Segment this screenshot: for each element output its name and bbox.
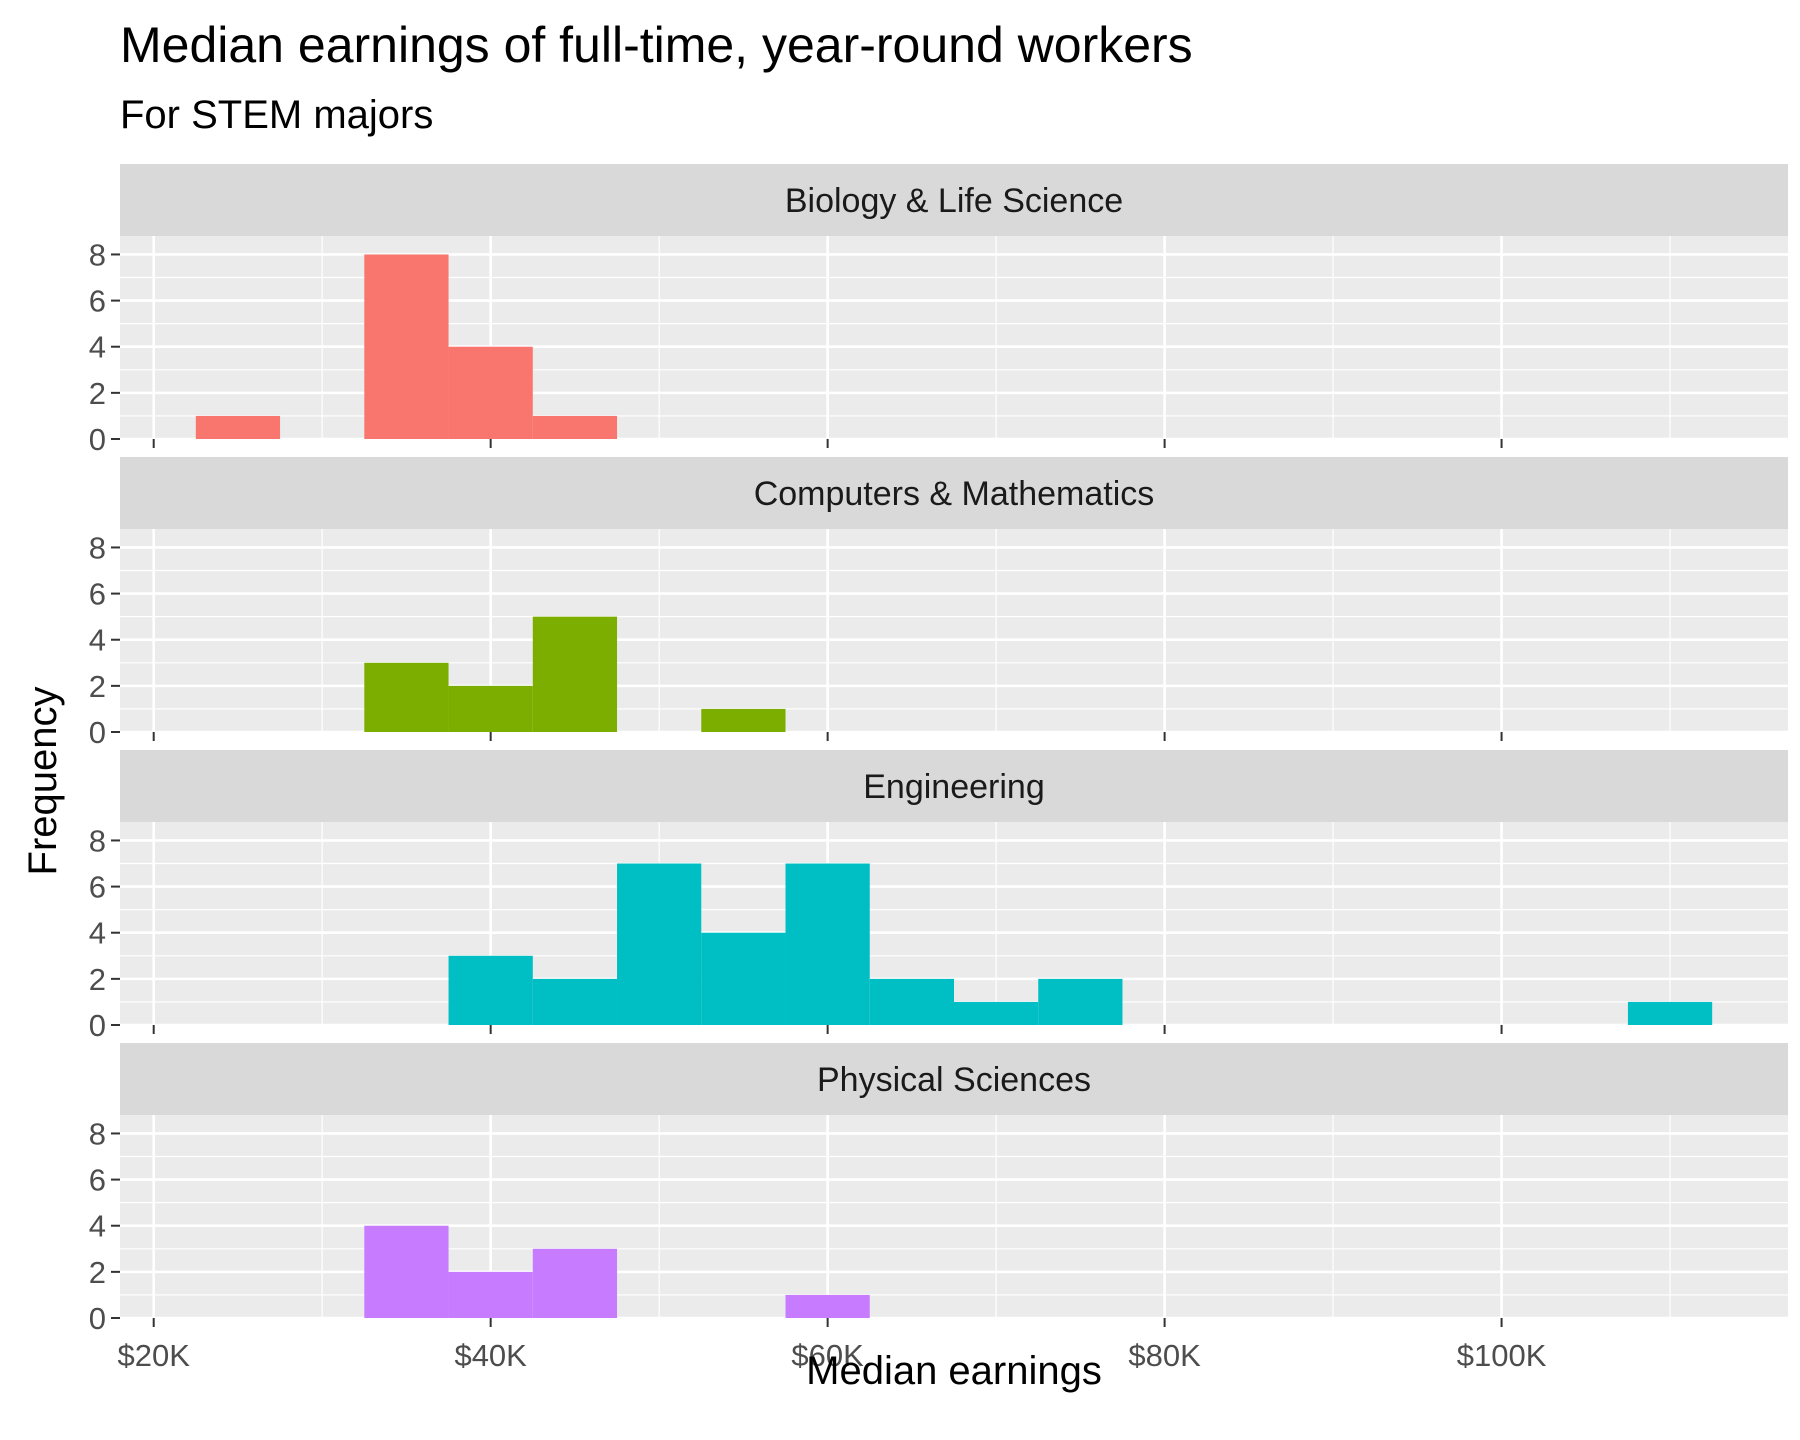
histogram-bar-physical-sciences [448, 1271, 533, 1318]
chart-subtitle: For STEM majors [120, 93, 434, 137]
histogram-bar-biology-and-life-science [364, 254, 449, 439]
histogram-bar-biology-and-life-science [532, 415, 618, 439]
histogram-bar-computers-and-mathematics [448, 685, 533, 732]
y-axis-title: Frequency [21, 687, 65, 876]
y-tick-label: 4 [89, 330, 106, 365]
facet-strip-engineering [120, 750, 1788, 822]
y-tick-label: 4 [89, 916, 106, 951]
histogram-bar-engineering [785, 863, 870, 1025]
y-tick-label: 2 [89, 376, 106, 411]
x-tick-label: $80K [1128, 1338, 1201, 1373]
y-tick-label: 0 [89, 1301, 106, 1336]
y-tick-label: 8 [89, 237, 106, 272]
histogram-bar-engineering [1627, 1001, 1713, 1025]
histogram-bar-engineering [1038, 978, 1123, 1025]
chart-title: Median earnings of full-time, year-round… [120, 17, 1193, 73]
y-tick-label: 2 [89, 669, 106, 704]
x-axis-title: Median earnings [806, 1349, 1102, 1393]
histogram-bar-engineering [869, 978, 954, 1025]
facet-label-biology-and-life-science: Biology & Life Science [785, 182, 1123, 220]
histogram-bar-computers-and-mathematics [532, 616, 618, 732]
y-tick-label: 0 [89, 1008, 106, 1043]
y-tick-label: 0 [89, 715, 106, 750]
facet-label-computers-and-mathematics: Computers & Mathematics [754, 475, 1155, 513]
y-tick-label: 2 [89, 1255, 106, 1290]
histogram-bar-physical-sciences [785, 1294, 870, 1318]
histogram-bar-engineering [701, 932, 786, 1025]
histogram-bar-physical-sciences [364, 1225, 449, 1318]
y-tick-label: 6 [89, 284, 106, 319]
facet-strip-computers-and-mathematics [120, 457, 1788, 529]
x-tick-label: $100K [1457, 1338, 1547, 1373]
histogram-bar-computers-and-mathematics [364, 662, 449, 732]
y-tick-label: 8 [89, 1116, 106, 1151]
facet-strip-biology-and-life-science [120, 164, 1788, 236]
y-tick-label: 2 [89, 962, 106, 997]
y-tick-label: 6 [89, 870, 106, 905]
histogram-bar-engineering [954, 1001, 1039, 1025]
facet-strip-physical-sciences [120, 1043, 1788, 1115]
histogram-bar-biology-and-life-science [195, 415, 281, 439]
histogram-bar-engineering [532, 978, 618, 1025]
y-tick-label: 0 [89, 422, 106, 457]
y-tick-label: 4 [89, 623, 106, 658]
histogram-bar-engineering [448, 955, 533, 1025]
y-tick-label: 4 [89, 1209, 106, 1244]
histogram-bar-engineering [617, 863, 702, 1025]
y-tick-label: 8 [89, 530, 106, 565]
histogram-bar-physical-sciences [532, 1248, 618, 1318]
y-tick-label: 6 [89, 1163, 106, 1198]
histogram-bar-biology-and-life-science [448, 346, 533, 439]
histogram-bar-computers-and-mathematics [701, 708, 786, 732]
y-tick-label: 8 [89, 823, 106, 858]
x-tick-label: $20K [117, 1338, 190, 1373]
y-tick-label: 6 [89, 577, 106, 612]
facet-label-physical-sciences: Physical Sciences [817, 1061, 1091, 1099]
x-tick-label: $40K [454, 1338, 527, 1373]
facet-label-engineering: Engineering [863, 768, 1044, 806]
x-tick-label: $60K [791, 1338, 864, 1373]
